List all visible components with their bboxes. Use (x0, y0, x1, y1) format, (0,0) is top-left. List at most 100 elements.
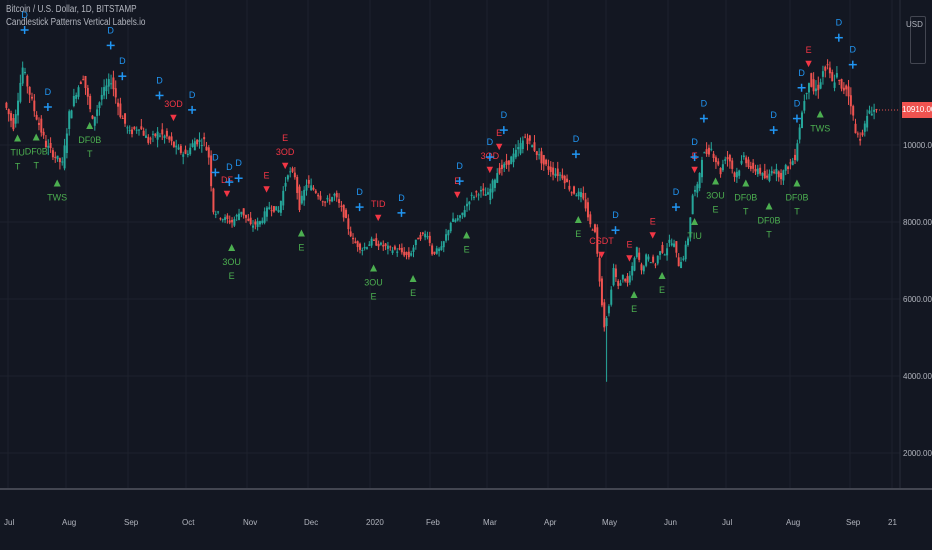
bearish-pattern-marker: ▼ (484, 164, 495, 176)
doji-label: D (212, 152, 219, 162)
candle-body (540, 151, 543, 164)
bearish-pattern-marker: ▼ (494, 141, 505, 153)
candle-body (619, 283, 622, 286)
candle-body (19, 82, 22, 102)
time-axis[interactable]: Jul Aug Sep Oct Nov Dec 2020 Feb Mar Apr May Jun Jul… (0, 488, 932, 550)
candle-body (21, 67, 24, 84)
candle-body (859, 138, 862, 141)
candle-body (254, 221, 257, 225)
price-tick-label: 8000.00 (903, 218, 932, 227)
candle-body (5, 102, 8, 108)
candle-body (761, 173, 764, 176)
candle-body (54, 156, 57, 158)
candle-body (26, 75, 29, 87)
candle-body (847, 86, 850, 97)
time-tick-label: Aug (62, 518, 76, 527)
candle-body (175, 145, 178, 148)
candle-body (403, 251, 406, 256)
candle-body (724, 159, 727, 161)
candle-body (635, 247, 638, 257)
candle-body (533, 142, 536, 151)
candle-body (612, 267, 615, 286)
candle-body (103, 87, 106, 96)
candle-body (754, 169, 757, 172)
candle-body (105, 85, 108, 92)
candle-body (861, 132, 864, 136)
candle-body (749, 165, 752, 169)
candle-body (347, 218, 350, 230)
bullish-pattern-marker: ▲ (368, 260, 380, 274)
candle-body (386, 245, 389, 249)
candle-body (710, 148, 713, 150)
candle-body (361, 250, 364, 252)
time-tick-label: Jun (664, 518, 677, 527)
candle-body (452, 218, 455, 222)
candle-body (789, 162, 792, 164)
candle-body (138, 129, 140, 131)
candle-body (689, 217, 692, 238)
candle-body (305, 184, 308, 191)
doji-label: D (235, 158, 242, 168)
candle-body (300, 195, 303, 204)
bullish-pattern-marker: ▲ (84, 118, 96, 132)
candle-body (293, 172, 296, 178)
price-axis-bg (900, 0, 932, 550)
time-tick-label: 2020 (366, 518, 384, 527)
bullish-pattern-label: E (575, 229, 581, 239)
candle-body (566, 178, 569, 183)
candle-body (228, 220, 231, 223)
doji-label: D (487, 137, 494, 147)
candle-body (835, 73, 838, 78)
candle-body (812, 79, 815, 92)
candle-body (838, 80, 841, 82)
bullish-pattern-label: E (298, 243, 304, 253)
candle-body (693, 189, 696, 192)
candle-body (89, 95, 92, 110)
candle-body (442, 241, 445, 248)
candle-body (826, 64, 829, 66)
candle-body (186, 153, 189, 156)
candle-body (780, 172, 783, 180)
candle-body (519, 143, 522, 154)
candle-body (256, 221, 259, 227)
symbol-title: Bitcoin / U.S. Dollar, 1D, BITSTAMP (6, 4, 137, 15)
candle-body (514, 149, 517, 158)
price-axis[interactable]: 10000.00 8000.00 6000.00 4000.00 2000.00 (876, 0, 932, 550)
candle-body (224, 217, 227, 220)
candle-body (440, 246, 443, 251)
candle-body (584, 199, 587, 209)
bearish-pattern-label: TID (371, 199, 386, 209)
candle-body (421, 232, 424, 234)
candle-body (738, 170, 741, 176)
candle-body (198, 139, 201, 142)
candle-body (817, 84, 820, 91)
candle-body (30, 96, 33, 99)
candle-body (512, 153, 515, 163)
candle-body (24, 71, 27, 73)
candle-body (268, 207, 271, 210)
currency-button[interactable] (910, 16, 926, 64)
candle-body (419, 234, 422, 240)
candle-body (801, 112, 803, 129)
candle-body (445, 234, 448, 241)
candle-body (491, 180, 494, 193)
candle-body (528, 135, 531, 141)
candle-body (375, 238, 378, 246)
candle-body (563, 175, 566, 184)
candle-body (75, 94, 78, 99)
bearish-pattern-label: DF (221, 175, 233, 185)
candle-body (219, 218, 222, 220)
candle-body (531, 145, 534, 148)
time-tick-label: Feb (426, 518, 440, 527)
candle-body (791, 160, 794, 166)
candle-body (586, 202, 589, 218)
time-tick-label: Sep (124, 518, 139, 527)
candle-body (454, 219, 457, 222)
candle-body (203, 137, 206, 140)
last-price-tag: 10910.00 (902, 102, 932, 118)
candle-body (482, 188, 485, 191)
bullish-pattern-label: E (229, 271, 235, 281)
candle-body (447, 230, 450, 236)
candle-body (600, 278, 603, 306)
